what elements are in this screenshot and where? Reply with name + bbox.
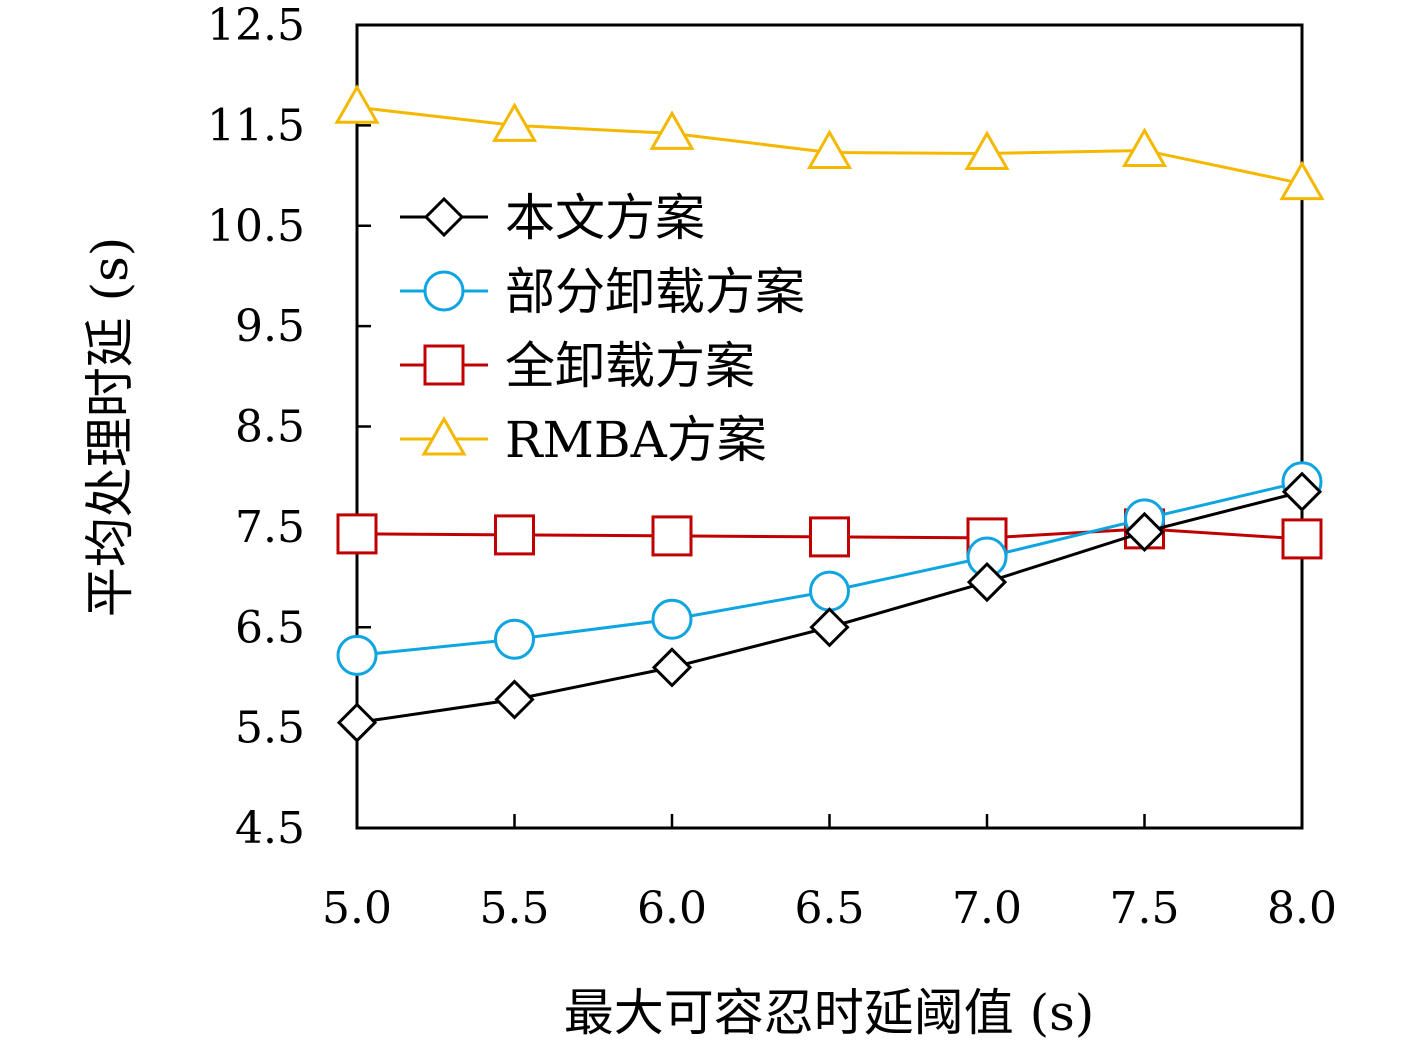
data-point xyxy=(336,513,378,555)
data-point xyxy=(494,679,535,720)
legend-marker xyxy=(423,270,465,312)
data-point xyxy=(809,570,850,612)
data-point xyxy=(809,516,850,558)
legend-label: RMBA方案 xyxy=(505,411,767,469)
y-tick-label: 12.5 xyxy=(207,0,305,51)
data-point xyxy=(1121,127,1168,167)
data-point xyxy=(1281,518,1323,560)
legend-marker xyxy=(421,415,467,456)
data-point xyxy=(1124,511,1165,553)
legend-label: 全卸载方案 xyxy=(505,337,755,395)
legend-item: 本文方案 xyxy=(400,189,705,247)
data-point xyxy=(651,647,693,688)
x-tick-label: 8.0 xyxy=(1267,883,1337,934)
legend-marker xyxy=(423,196,465,238)
x-tick-label: 5.5 xyxy=(480,883,550,934)
series-1 xyxy=(336,471,1323,743)
data-point xyxy=(809,607,850,648)
legend-marker xyxy=(423,344,465,386)
data-point xyxy=(651,598,693,640)
y-tick-label: 9.5 xyxy=(235,301,305,352)
y-tick-label: 8.5 xyxy=(235,402,305,453)
data-point xyxy=(806,129,853,169)
y-tick-label: 5.5 xyxy=(235,703,305,754)
data-point xyxy=(491,102,538,142)
x-tick-label: 7.5 xyxy=(1110,883,1180,934)
legend-item: 全卸载方案 xyxy=(400,337,755,395)
data-point xyxy=(494,514,535,556)
x-tick-label: 6.0 xyxy=(637,883,707,934)
data-point xyxy=(651,515,693,557)
y-axis-title: 平均处理时延 (s) xyxy=(81,237,139,618)
data-point xyxy=(649,110,695,150)
legend-item: RMBA方案 xyxy=(400,411,767,469)
data-point xyxy=(336,634,378,676)
y-axis: 4.5 5.5 6.5 7.5 8.5 9.5 10.5 11.5 12.5 xyxy=(207,0,371,854)
x-tick-label: 7.0 xyxy=(952,883,1022,934)
data-point xyxy=(964,130,1010,170)
x-axis-title: 最大可容忍时延阈值 (s) xyxy=(564,984,1095,1042)
x-axis: 5.0 5.5 6.0 6.5 7.0 7.5 8.0 xyxy=(322,814,1337,934)
data-point xyxy=(336,702,378,743)
y-tick-label: 6.5 xyxy=(235,602,305,653)
legend-label: 本文方案 xyxy=(505,189,705,247)
x-tick-label: 6.5 xyxy=(795,883,865,934)
data-point xyxy=(1279,160,1325,201)
y-tick-label: 4.5 xyxy=(235,803,305,854)
y-tick-label: 11.5 xyxy=(207,100,305,151)
series-4 xyxy=(334,84,1325,201)
data-point xyxy=(966,561,1008,603)
data-point xyxy=(1281,471,1323,512)
legend-item: 部分卸载方案 xyxy=(400,263,805,321)
series-3 xyxy=(336,508,1323,560)
legend-label: 部分卸载方案 xyxy=(505,263,805,321)
data-point xyxy=(494,618,535,660)
x-tick-label: 5.0 xyxy=(322,883,392,934)
y-tick-label: 10.5 xyxy=(207,201,305,252)
series-layer xyxy=(334,84,1325,743)
data-point xyxy=(334,84,380,124)
y-tick-label: 7.5 xyxy=(235,502,305,553)
